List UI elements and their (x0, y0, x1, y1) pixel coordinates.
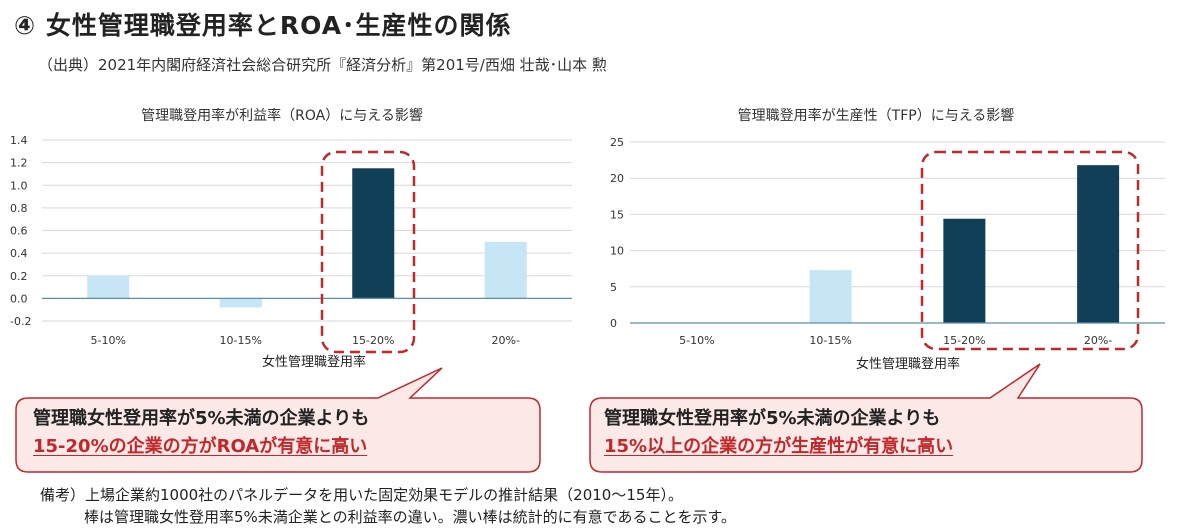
y-tick-label: 1.2 (10, 157, 28, 170)
tfp-callout-line1: 管理職女性登用率が5%未満の企業よりも (604, 408, 941, 429)
x-tick-label: 10-15% (220, 334, 262, 347)
x-tick-label: 15-20% (943, 334, 985, 347)
y-tick-label: 0 (610, 317, 617, 330)
tfp-callout-text: 管理職女性登用率が5%未満の企業よりも 15%以上の企業の方が生産性が有意に高い (604, 405, 953, 461)
roa-chart: 管理職登用率が利益率（ROA）に与える影響 -0.2 0.0 0.2 0.4 0.6 0.8… (10, 107, 572, 370)
y-tick-label: 15 (610, 208, 624, 221)
significance-highlight-box (920, 150, 1140, 351)
tfp-chart: 管理職登用率が生産性（TFP）に与える影響 0 5 10 15 20 25 5-10% 10-1… (610, 107, 1165, 372)
y-tick-label: 0.4 (10, 247, 28, 260)
bar (87, 275, 130, 299)
x-axis-label: 女性管理職登用率 (856, 356, 960, 372)
bar (484, 241, 527, 299)
chart-title: 管理職登用率が生産性（TFP）に与える影響 (738, 107, 1015, 124)
bar (943, 218, 986, 323)
y-tick-label: 0.2 (10, 270, 28, 283)
significance-highlight-box (320, 150, 416, 354)
notes-line2: 棒は管理職女性登用率5%未満企業との利益率の違い。濃い棒は統計的に有意であること… (84, 508, 737, 526)
notes-line1: 備考）上場企業約1000社のパネルデータを用いた固定効果モデルの推計結果（201… (40, 486, 683, 504)
chart-title: 管理職登用率が利益率（ROA）に与える影響 (141, 107, 423, 124)
y-tick-label: 25 (610, 136, 624, 149)
notes: 備考）上場企業約1000社のパネルデータを用いた固定効果モデルの推計結果（201… (40, 484, 736, 528)
tfp-callout-line2: 15%以上の企業の方が生産性が有意に高い (604, 436, 954, 457)
y-tick-label: 5 (610, 281, 617, 294)
x-tick-label: 10-15% (809, 334, 851, 347)
y-tick-label: -0.2 (10, 315, 31, 328)
bar (352, 168, 395, 299)
x-tick-label: 20%- (1084, 334, 1112, 347)
roa-callout-line1: 管理職女性登用率が5%未満の企業よりも (33, 408, 370, 429)
bar (809, 270, 852, 323)
y-tick-label: 1.0 (10, 179, 28, 192)
x-axis-label: 女性管理職登用率 (262, 354, 366, 370)
bar (219, 298, 262, 308)
roa-callout-bubble (15, 367, 541, 473)
x-tick-label: 15-20% (352, 334, 394, 347)
y-tick-label: 0.6 (10, 225, 28, 238)
tfp-callout-bubble (589, 363, 1143, 473)
y-tick-label: 0.0 (10, 292, 28, 305)
bar (1077, 165, 1120, 323)
y-tick-label: 0.8 (10, 202, 28, 215)
x-tick-label: 20%- (492, 334, 520, 347)
y-tick-label: 10 (610, 245, 624, 258)
page-title: ④ 女性管理職登用率とROA･生産性の関係 (14, 11, 512, 40)
x-tick-label: 5-10% (91, 334, 126, 347)
y-tick-label: 1.4 (10, 134, 28, 147)
roa-callout-text: 管理職女性登用率が5%未満の企業よりも 15-20%の企業の方がROAが有意に高… (33, 405, 369, 461)
roa-callout-line2: 15-20%の企業の方がROAが有意に高い (33, 436, 368, 457)
source-citation: （出典）2021年内閣府経済社会総合研究所『経済分析』第201号/西畑 壮哉･山… (38, 56, 607, 74)
x-tick-label: 5-10% (679, 334, 714, 347)
y-tick-label: 20 (610, 172, 624, 185)
